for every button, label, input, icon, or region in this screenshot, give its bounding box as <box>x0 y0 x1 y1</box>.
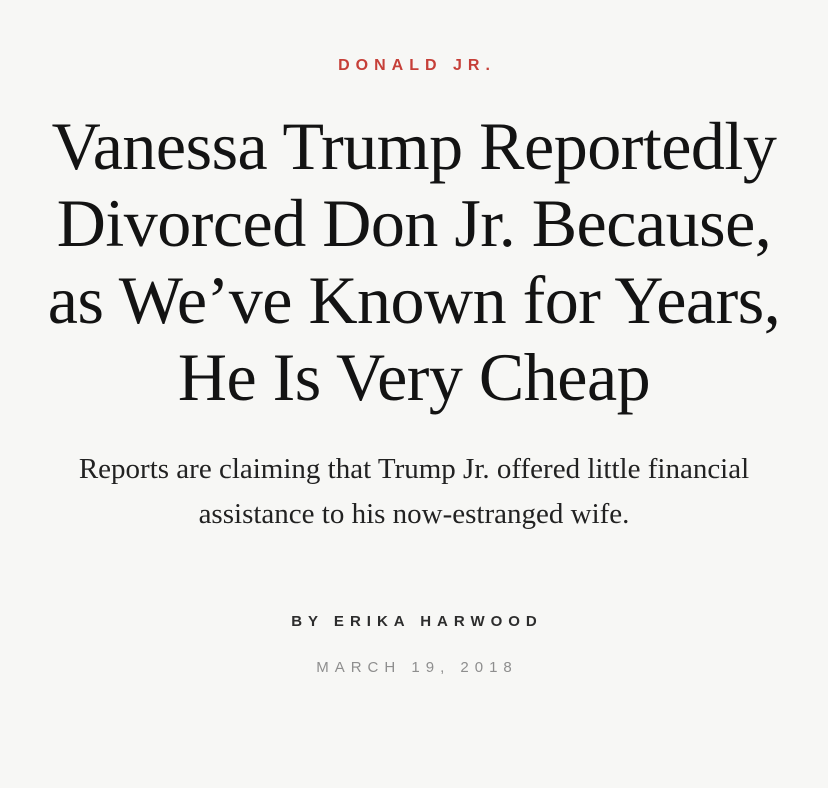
article-headline: Vanessa Trump Reportedly Divorced Don Jr… <box>47 108 781 415</box>
category-link[interactable]: DONALD JR. <box>338 57 496 74</box>
article-subtitle: Reports are claiming that Trump Jr. offe… <box>78 453 750 530</box>
author-link[interactable]: BY ERIKA HARWOOD <box>291 613 543 630</box>
publish-date: MARCH 19, 2018 <box>316 659 518 676</box>
byline: BY ERIKA HARWOOD <box>0 613 828 630</box>
